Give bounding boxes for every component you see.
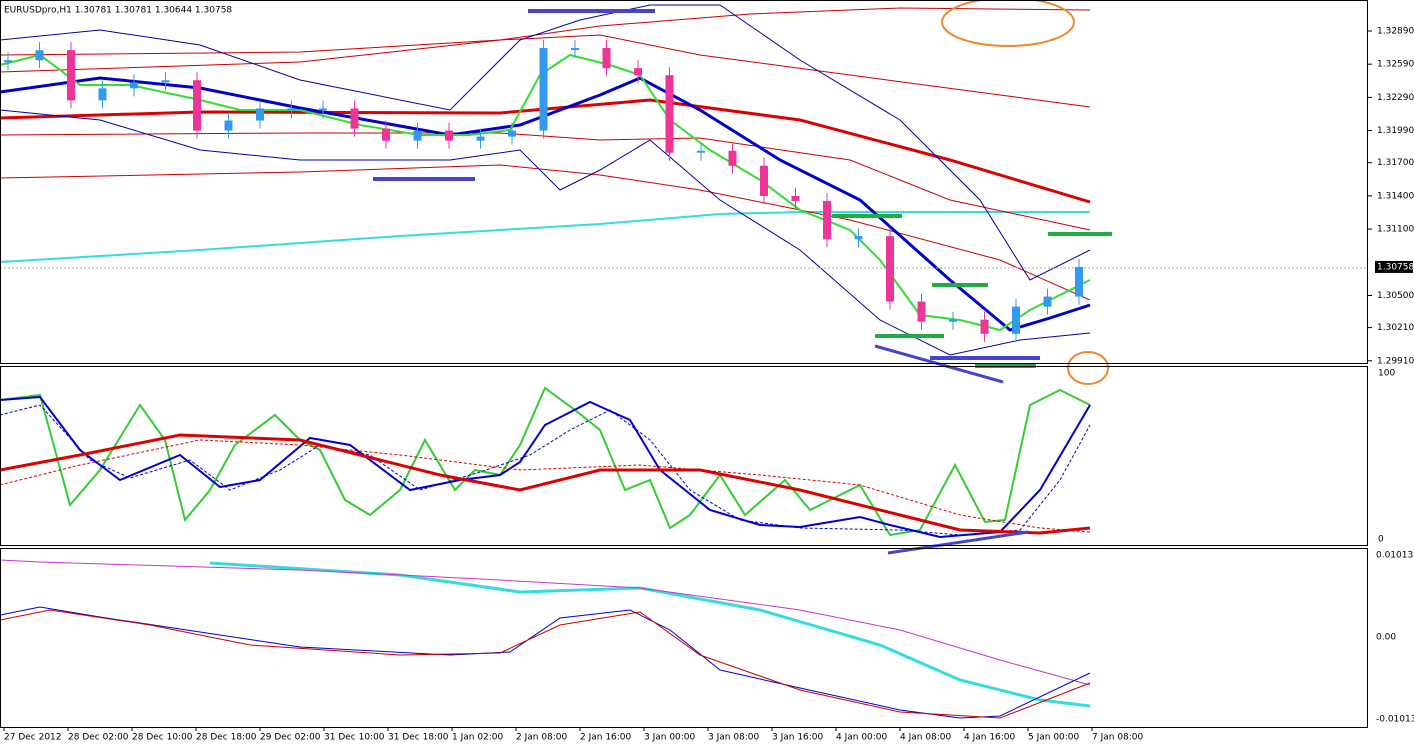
time-tick-label: 28 Dec 02:00 [68,733,129,743]
time-tick-label: 7 Jan 08:00 [1092,733,1144,743]
stoch-blue [0,395,1091,539]
time-tick-label: 1 Jan 02:00 [452,733,504,743]
candle-body [791,195,800,201]
candle-body [224,120,233,131]
candle-body [854,236,863,240]
candle-body [1075,266,1083,297]
blue-ma [0,76,1091,332]
time-tick-label: 28 Dec 18:00 [196,733,257,743]
candle-body [287,108,296,111]
macd-lines [0,559,1091,719]
oscillator-label: 100 [1378,369,1395,379]
macd-magenta [0,559,1091,686]
oscillator-lines [0,386,1091,555]
band-upper-2 [0,34,1091,108]
time-tick-label: 27 Dec 2012 [4,733,62,743]
candle-body [665,75,674,153]
candle-body [476,136,485,141]
oscillator-pane-border [0,366,1368,546]
frame [0,0,1368,728]
candle-body [382,128,390,141]
candle-body [728,150,737,166]
current-price-box [1375,260,1413,273]
time-tick-label: 29 Dec 02:00 [260,733,321,743]
stoch-red [0,433,1091,535]
time-tick-label: 4 Jan 16:00 [964,733,1016,743]
time-tick-label: 31 Dec 10:00 [324,733,385,743]
price-tick-label: 1.30210 [1377,323,1414,333]
candle-body [634,68,642,76]
band-upper [0,7,1091,56]
candle-body [980,319,989,334]
annotation-circle [941,0,1075,47]
oscillator-label: 0 [1378,535,1384,545]
candles [4,40,1083,342]
band-lower [0,164,1091,301]
price-tick-label: 1.31990 [1377,126,1414,136]
time-tick-label: 2 Jan 16:00 [580,733,632,743]
candle-body [917,301,926,322]
candle-body [130,82,138,89]
bollinger-lower [0,109,1091,356]
candle-body [35,50,44,61]
stoch-red-signal [0,439,1091,533]
macd-label: 0.010132 [1376,551,1414,561]
price-tick-label: 1.32590 [1377,60,1414,70]
macd-cyan [209,561,1091,708]
candle-body [445,130,453,141]
candle-body [602,48,611,69]
price-tick-label: 1.30500 [1377,291,1414,301]
candle-body [886,236,894,302]
time-tick-label: 2 Jan 08:00 [516,733,568,743]
trend-line [887,530,1029,555]
candle-body [1043,296,1052,307]
price-tick-label: 1.31100 [1377,225,1414,235]
price-tick-label: 1.29910 [1377,356,1414,366]
candle-body [98,88,107,101]
candle-body [193,80,201,131]
annotation-circle [1067,351,1109,385]
candle-body [508,130,516,137]
stoch-blue-signal [0,404,1091,536]
candle-body [571,48,579,51]
time-tick-label: 3 Jan 16:00 [772,733,824,743]
time-tick-label: 4 Jan 08:00 [900,733,952,743]
time-tick-label: 28 Dec 10:00 [132,733,193,743]
price-tick-label: 1.31400 [1377,191,1414,201]
band-mid [0,132,1091,231]
time-tick-label: 4 Jan 00:00 [836,733,888,743]
candle-body [949,319,957,322]
price-tick-label: 1.31700 [1377,158,1414,168]
candle-body [319,108,327,111]
time-tick-label: 5 Jan 00:00 [1028,733,1080,743]
candle-body [4,60,12,63]
stoch-green [0,386,1091,537]
main-pane-border [0,0,1368,364]
macd-red [0,609,1091,719]
candle-body [1012,306,1020,334]
time-tick-label: 31 Dec 18:00 [388,733,449,743]
macd-pane-border [0,548,1368,728]
time-tick-label: 3 Jan 08:00 [708,733,760,743]
candle-body [413,130,422,141]
cyan-ma [0,211,1090,263]
candle-body [539,48,548,131]
candle-body [760,165,768,196]
macd-label: -0.01013 [1376,715,1414,725]
candle-body [350,108,359,129]
macd-label: 0.00 [1376,633,1396,643]
candle-body [823,200,831,240]
candle-body [161,80,170,83]
candle-body [256,108,264,121]
price-tick-label: 1.32290 [1377,93,1414,103]
chart-header: EURUSDpro,H1 1.30781 1.30781 1.30644 1.3… [4,6,232,16]
time-tick-label: 3 Jan 00:00 [644,733,696,743]
price-tick-label: 1.32890 [1377,26,1414,36]
candle-body [67,50,75,101]
candle-body [697,150,705,153]
current-price-label: 1.30758 [1377,262,1414,272]
